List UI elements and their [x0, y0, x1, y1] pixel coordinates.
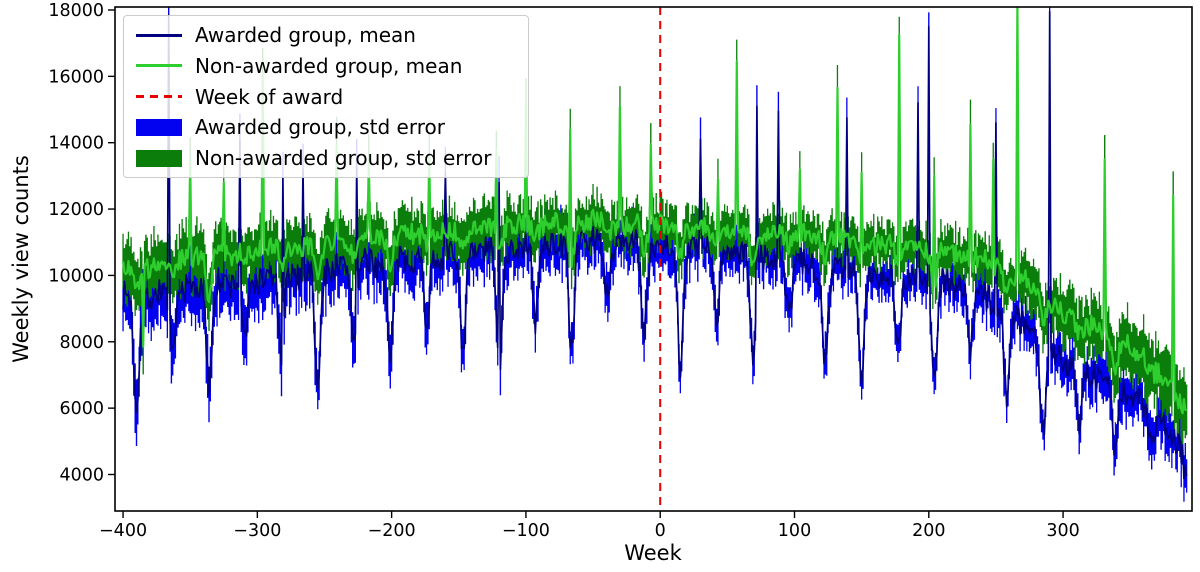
y-tick-label: 8000 — [59, 333, 104, 353]
legend-label: Awarded group, mean — [195, 23, 416, 47]
y-tick-label: 10000 — [48, 266, 104, 286]
x-axis-label: Week — [624, 541, 682, 565]
y-tick-label: 16000 — [48, 67, 104, 87]
y-tick-label: 18000 — [48, 1, 104, 21]
legend-entry-awarded-stderr: Awarded group, std error — [136, 117, 516, 137]
x-tick-label: 300 — [1046, 521, 1079, 541]
legend-entry-awarded-mean: Awarded group, mean — [136, 25, 516, 45]
x-tick-label: −300 — [233, 521, 281, 541]
y-tick-label: 14000 — [48, 134, 104, 154]
y-tick-label: 4000 — [59, 466, 104, 486]
legend-label: Awarded group, std error — [195, 115, 445, 140]
awarded-mean-line-swatch — [136, 33, 182, 37]
y-axis-label: Weekly view counts — [9, 155, 33, 363]
legend: Awarded group, mean Non-awarded group, m… — [123, 15, 529, 178]
awarded-group-mean-line — [122, 10, 1188, 480]
plot-area — [122, 7, 1188, 511]
x-tick-label: 100 — [778, 521, 811, 541]
x-tick-label: 0 — [655, 521, 666, 541]
y-tick-label: 6000 — [59, 399, 104, 419]
awarded-stderr-patch-swatch — [136, 118, 182, 136]
non-awarded-mean-line-swatch — [136, 64, 182, 68]
legend-entry-non-awarded-mean: Non-awarded group, mean — [136, 56, 516, 76]
non-awarded-group-mean-line — [122, 7, 1187, 415]
axes-border — [114, 6, 1193, 512]
legend-label: Non-awarded group, mean — [195, 53, 463, 78]
x-tick-label: −100 — [502, 521, 550, 541]
x-tick-label: 200 — [912, 521, 945, 541]
legend-entry-week-of-award: Week of award — [136, 87, 516, 107]
non-awarded-stderr-patch-swatch — [136, 149, 182, 167]
x-tick-label: −400 — [99, 521, 147, 541]
week-of-award-dashed-swatch — [136, 95, 182, 98]
legend-label: Week of award — [195, 84, 344, 109]
legend-entry-non-awarded-stderr: Non-awarded group, std error — [136, 148, 516, 168]
y-tick-label: 12000 — [48, 200, 104, 220]
legend-label: Non-awarded group, std error — [195, 146, 492, 170]
x-tick-label: −200 — [368, 521, 416, 541]
